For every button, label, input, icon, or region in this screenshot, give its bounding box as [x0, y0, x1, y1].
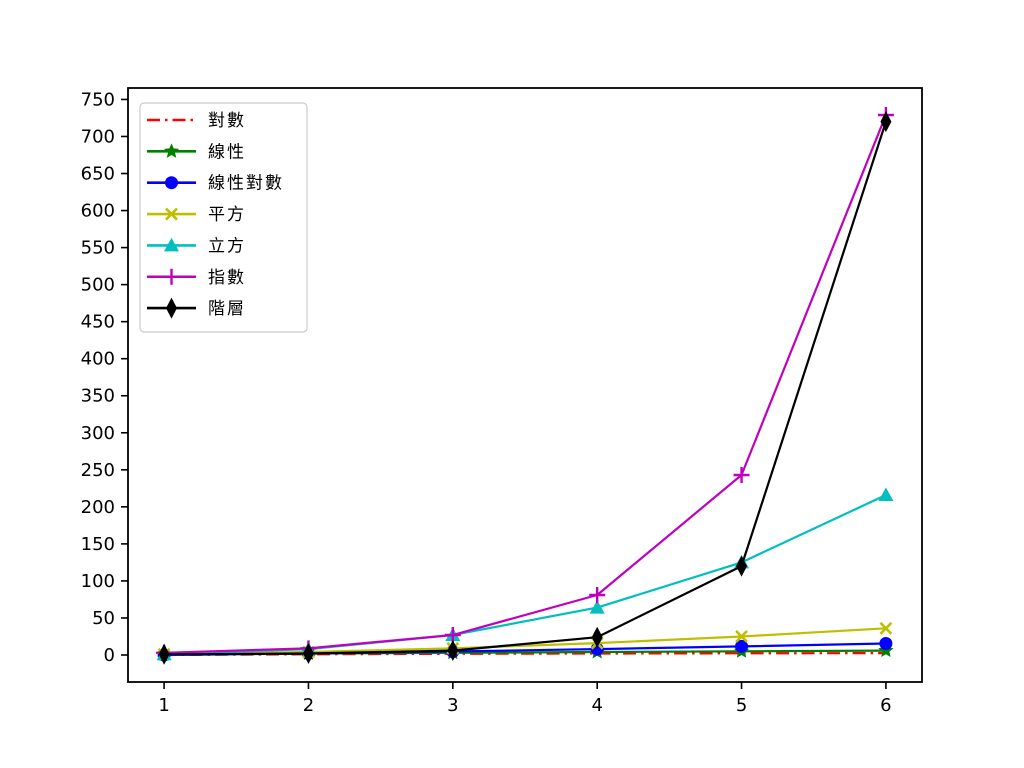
thin-diamond-marker: [591, 626, 603, 648]
thin-diamond-marker: [736, 555, 748, 577]
legend-entry: 立方: [147, 236, 246, 256]
legend-label: 線性: [208, 142, 246, 162]
y-axis-tick-label: 650: [81, 164, 115, 185]
y-axis-tick-label: 550: [81, 238, 115, 259]
y-axis-tick-label: 700: [81, 126, 115, 147]
thin-diamond-marker: [447, 640, 459, 662]
thin-diamond-marker: [880, 111, 892, 133]
y-axis-tick-label: 750: [81, 89, 115, 110]
legend-label: 線性對數: [208, 174, 284, 194]
legend-entry: 指數: [147, 268, 246, 288]
series-line: [164, 494, 887, 656]
y-axis-tick-label: 200: [81, 497, 115, 518]
legend-label: 階層: [208, 299, 246, 319]
legend-box: [139, 102, 308, 333]
y-axis-tick-label: 450: [81, 312, 115, 333]
legend-label: 立方: [208, 236, 246, 256]
thin-diamond-marker: [158, 643, 170, 665]
triangle-up-marker: [878, 487, 894, 501]
legend-entry: 階層: [147, 297, 246, 319]
legend-label: 指數: [208, 268, 246, 288]
plus-marker: [163, 268, 180, 285]
y-axis-tick-label: 300: [81, 423, 115, 444]
y-axis-tick-label: 350: [81, 386, 115, 407]
y-axis-tick-label: 0: [104, 645, 115, 666]
star-marker: [163, 143, 180, 158]
x-axis-tick-label: 5: [736, 695, 747, 716]
triangle-up-marker: [589, 600, 605, 614]
legend-entry: 平方: [147, 205, 246, 225]
y-axis-tick-label: 150: [81, 534, 115, 555]
axes-frame: [127, 87, 923, 683]
x-axis-tick-label: 2: [303, 695, 314, 716]
x-marker: [879, 621, 893, 635]
series-line: [164, 627, 886, 656]
thin-diamond-marker: [302, 643, 314, 665]
legend-label: 對數: [208, 111, 246, 131]
plus-marker: [733, 467, 750, 483]
legend-entry: 線性對數: [147, 174, 284, 194]
legend-label: 平方: [208, 205, 246, 225]
thin-diamond-marker: [166, 297, 177, 319]
legend-entry: 線性: [147, 142, 246, 162]
x-axis-tick-label: 4: [591, 695, 602, 716]
y-axis-tick-label: 600: [81, 201, 115, 222]
series-line: [164, 114, 887, 654]
y-axis-tick-label: 500: [81, 275, 115, 296]
circle-marker: [165, 176, 178, 190]
x-axis-tick-label: 3: [447, 695, 458, 716]
circle-marker: [735, 639, 749, 653]
series-line: [164, 121, 887, 656]
y-axis-tick-label: 250: [81, 460, 115, 481]
triangle-up-marker: [164, 237, 179, 252]
y-axis-tick-label: 100: [81, 571, 115, 592]
x-marker: [735, 630, 748, 643]
legend-entry: 對數: [147, 111, 246, 131]
x-marker: [165, 207, 178, 221]
y-axis-tick-label: 50: [92, 608, 115, 629]
plus-marker: [589, 587, 606, 603]
y-axis-tick-label: 400: [81, 349, 115, 370]
circle-marker: [879, 637, 893, 651]
x-axis-tick-label: 1: [158, 695, 169, 716]
x-axis-tick-label: 6: [880, 695, 891, 716]
